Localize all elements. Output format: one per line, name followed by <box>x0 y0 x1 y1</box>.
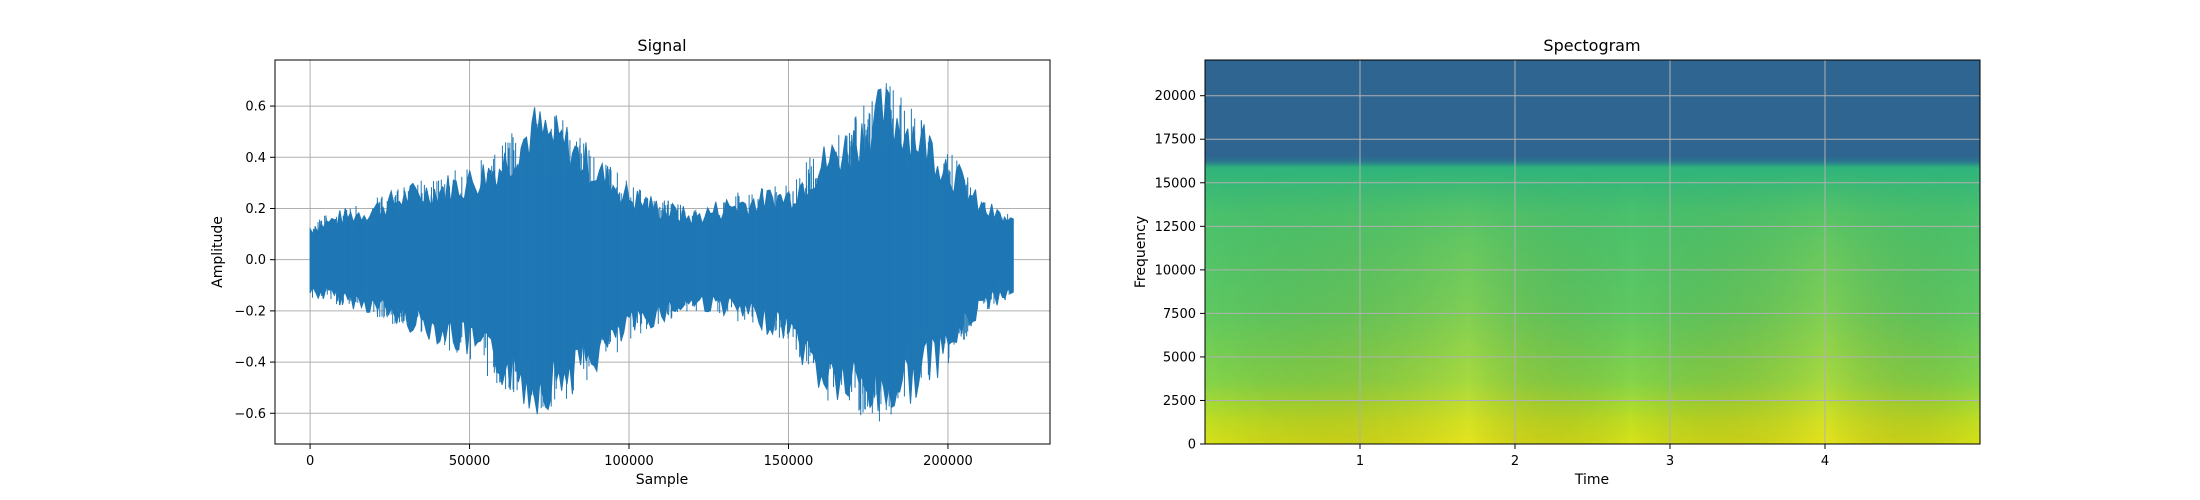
spectogram-y-tick-label: 7500 <box>1163 307 1196 322</box>
spectogram-y-tick-label: 5000 <box>1163 350 1196 365</box>
spectogram-x-tick-label: 1 <box>1356 454 1364 469</box>
signal-y-tick-label: 0.4 <box>245 151 266 166</box>
signal-x-tick-label: 0 <box>306 454 314 469</box>
signal-chart: 0 50000 100000 150000 200000 −0.6 −0.4 −0.2 0.0… <box>210 36 1051 488</box>
spectogram-y-tick-label: 12500 <box>1155 220 1196 235</box>
spectogram-plot-frame <box>1204 59 1981 445</box>
spectogram-y-tick-label: 20000 <box>1155 89 1196 104</box>
spectogram-x-tick-label: 3 <box>1666 454 1674 469</box>
spectogram-chart: 1 2 3 4 0 2500 5000 7500 10000 12500 15000 17500 20… <box>1133 36 1981 488</box>
signal-y-tick-label: −0.4 <box>234 356 266 371</box>
signal-x-tick-label: 200000 <box>923 454 973 469</box>
signal-y-ticks: −0.6 −0.4 −0.2 0.0 0.2 0.4 0.6 <box>234 100 275 422</box>
spectogram-time-peaks <box>1205 60 1980 444</box>
spectogram-y-tick-label: 2500 <box>1163 394 1196 409</box>
signal-x-axis-label: Sample <box>636 472 689 488</box>
signal-x-ticks: 0 50000 100000 150000 200000 <box>306 444 973 469</box>
signal-y-axis-label: Amplitude <box>210 216 226 288</box>
signal-y-tick-label: 0.6 <box>245 100 266 115</box>
signal-y-tick-label: 0.0 <box>245 253 266 268</box>
spectogram-y-tick-label: 17500 <box>1155 133 1196 148</box>
signal-y-tick-label: −0.2 <box>234 304 266 319</box>
spectogram-y-ticks: 0 2500 5000 7500 10000 12500 15000 17500 20000 <box>1155 89 1205 453</box>
spectogram-y-axis-label: Frequency <box>1133 216 1149 288</box>
signal-x-tick-label: 50000 <box>449 454 490 469</box>
spectogram-y-tick-label: 10000 <box>1155 263 1196 278</box>
spectogram-x-ticks: 1 2 3 4 <box>1356 444 1829 469</box>
spectogram-x-tick-label: 4 <box>1821 454 1829 469</box>
signal-plot-frame <box>274 59 1051 445</box>
spectogram-y-tick-label: 15000 <box>1155 176 1196 191</box>
signal-y-tick-label: 0.2 <box>245 202 266 217</box>
spectogram-y-tick-label: 0 <box>1188 438 1196 453</box>
spectogram-title: Spectogram <box>1543 36 1640 55</box>
signal-x-tick-label: 100000 <box>604 454 654 469</box>
signal-title: Signal <box>637 36 686 55</box>
spectogram-x-axis-label: Time <box>1574 472 1609 488</box>
signal-spikes <box>309 83 1014 422</box>
spectogram-x-tick-label: 2 <box>1511 454 1519 469</box>
signal-x-tick-label: 150000 <box>764 454 814 469</box>
signal-y-tick-label: −0.6 <box>234 407 266 422</box>
